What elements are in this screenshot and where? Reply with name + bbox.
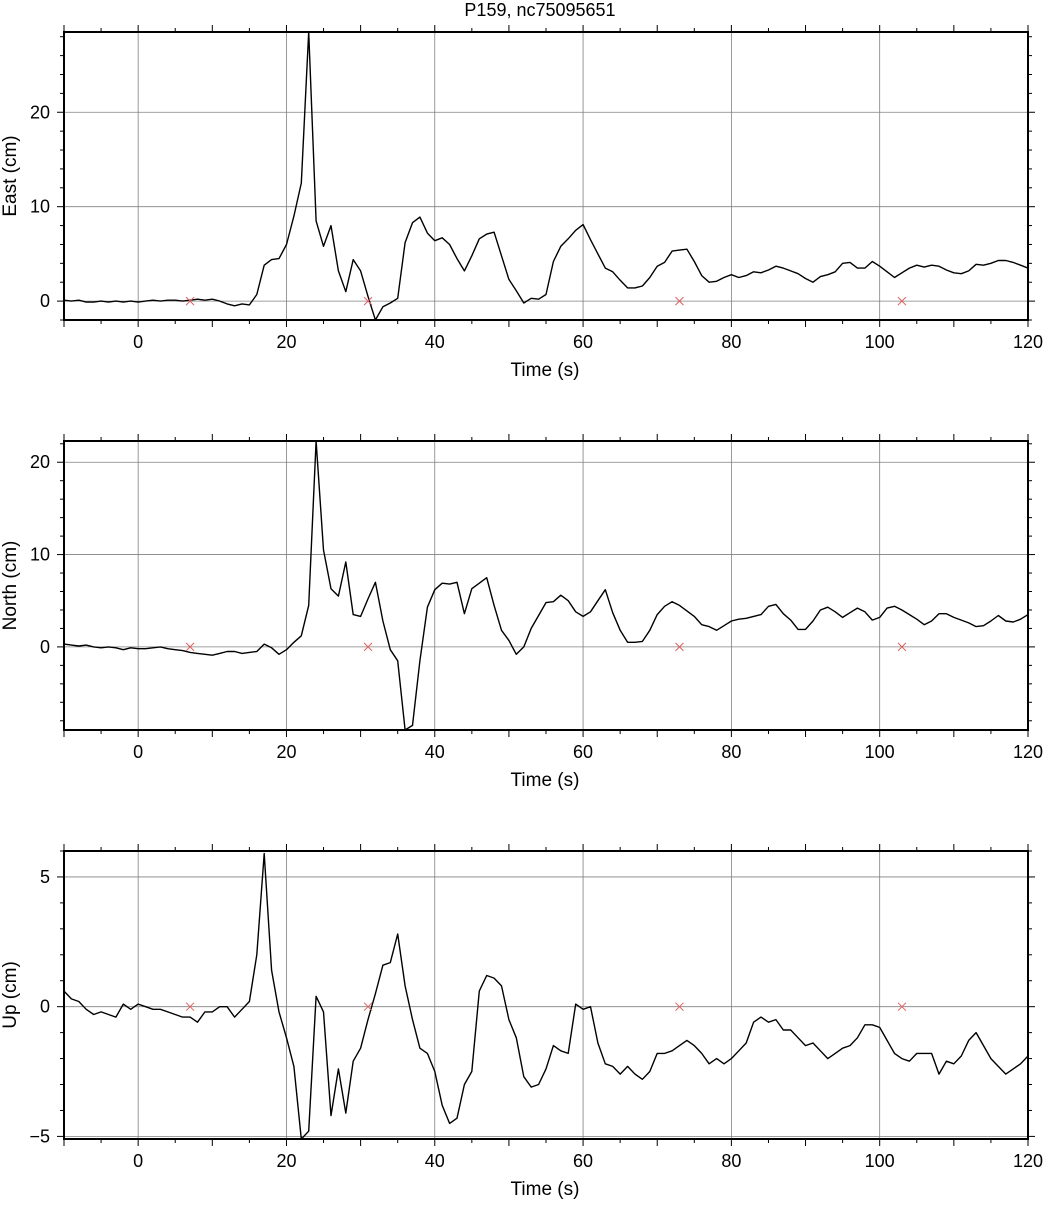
north-marker xyxy=(185,642,195,652)
east-x-tick-label: 100 xyxy=(865,332,895,352)
north-marker-stroke xyxy=(363,642,373,652)
east-y-tick-label: 10 xyxy=(30,197,50,217)
east-y-tick-label: 0 xyxy=(40,291,50,311)
north-marker xyxy=(675,642,684,652)
up-series-line xyxy=(64,852,1028,1139)
north-marker-stroke xyxy=(185,642,195,652)
east-y-tick-label: 20 xyxy=(30,102,50,122)
east-x-axis-label: Time (s) xyxy=(511,360,580,381)
north-x-axis-label: Time (s) xyxy=(511,770,580,791)
east-marker-stroke xyxy=(185,296,195,306)
up-y-axis-label: Up (cm) xyxy=(0,961,21,1029)
north-panel: 0 20 40 60 80 100 120 0 10 20 Time (s) North (cm) xyxy=(0,434,1043,791)
up-marker-stroke xyxy=(675,1002,684,1012)
up-marker xyxy=(897,1002,907,1012)
east-marker xyxy=(675,296,684,306)
north-y-tick-label: 20 xyxy=(30,452,50,472)
east-panel: 0 20 40 60 80 100 120 0 10 20 Time (s) East (cm) xyxy=(0,25,1043,381)
east-x-tick-label: 0 xyxy=(133,332,143,352)
up-marker-stroke xyxy=(897,1002,907,1012)
north-x-tick-label: 60 xyxy=(573,742,593,762)
north-plot-frame xyxy=(63,440,1029,731)
east-marker-stroke xyxy=(675,296,684,306)
east-x-tick-label: 120 xyxy=(1013,332,1043,352)
up-x-tick-label: 0 xyxy=(133,1151,143,1171)
up-x-tick-label: 80 xyxy=(721,1151,741,1171)
north-y-axis-label: North (cm) xyxy=(0,541,21,631)
chart-title: P159, nc75095651 xyxy=(464,0,615,20)
up-x-tick-label: 40 xyxy=(425,1151,445,1171)
north-x-tick-label: 100 xyxy=(865,742,895,762)
up-x-tick-label: 20 xyxy=(276,1151,296,1171)
north-series-line xyxy=(64,441,1028,730)
up-x-axis-label: Time (s) xyxy=(511,1179,580,1200)
north-x-tick-label: 40 xyxy=(425,742,445,762)
up-x-tick-label: 100 xyxy=(865,1151,895,1171)
up-x-tick-label: 60 xyxy=(573,1151,593,1171)
up-marker xyxy=(363,1002,373,1012)
up-marker-stroke xyxy=(185,1002,195,1012)
up-marker xyxy=(675,1002,684,1012)
east-y-axis-label: East (cm) xyxy=(0,135,21,216)
north-y-tick-label: 0 xyxy=(40,637,50,657)
east-x-tick-label: 20 xyxy=(276,332,296,352)
north-x-tick-label: 80 xyxy=(721,742,741,762)
north-marker xyxy=(897,642,907,652)
east-plot-frame xyxy=(63,31,1029,321)
up-marker xyxy=(185,1002,195,1012)
north-x-tick-label: 120 xyxy=(1013,742,1043,762)
north-marker-stroke xyxy=(897,642,907,652)
north-x-tick-label: 20 xyxy=(276,742,296,762)
east-x-tick-label: 80 xyxy=(721,332,741,352)
up-panel: 0 20 40 60 80 100 120 −5 0 5 Time (s) Up (cm) xyxy=(0,844,1043,1200)
east-marker xyxy=(185,296,195,306)
east-marker xyxy=(897,296,907,306)
north-y-tick-label: 10 xyxy=(30,545,50,565)
east-marker-stroke xyxy=(363,296,373,306)
up-y-tick-label: 5 xyxy=(40,867,50,887)
east-series-line xyxy=(64,32,1028,320)
east-marker xyxy=(363,296,373,306)
east-marker-stroke xyxy=(897,296,907,306)
up-y-tick-label: −5 xyxy=(29,1126,50,1146)
up-x-tick-label: 120 xyxy=(1013,1151,1043,1171)
up-y-tick-label: 0 xyxy=(40,997,50,1017)
north-marker-stroke xyxy=(675,642,684,652)
up-plot-frame xyxy=(63,850,1029,1140)
north-marker xyxy=(363,642,373,652)
east-x-tick-label: 40 xyxy=(425,332,445,352)
east-x-tick-label: 60 xyxy=(573,332,593,352)
north-x-tick-label: 0 xyxy=(133,742,143,762)
up-marker-stroke xyxy=(363,1002,373,1012)
